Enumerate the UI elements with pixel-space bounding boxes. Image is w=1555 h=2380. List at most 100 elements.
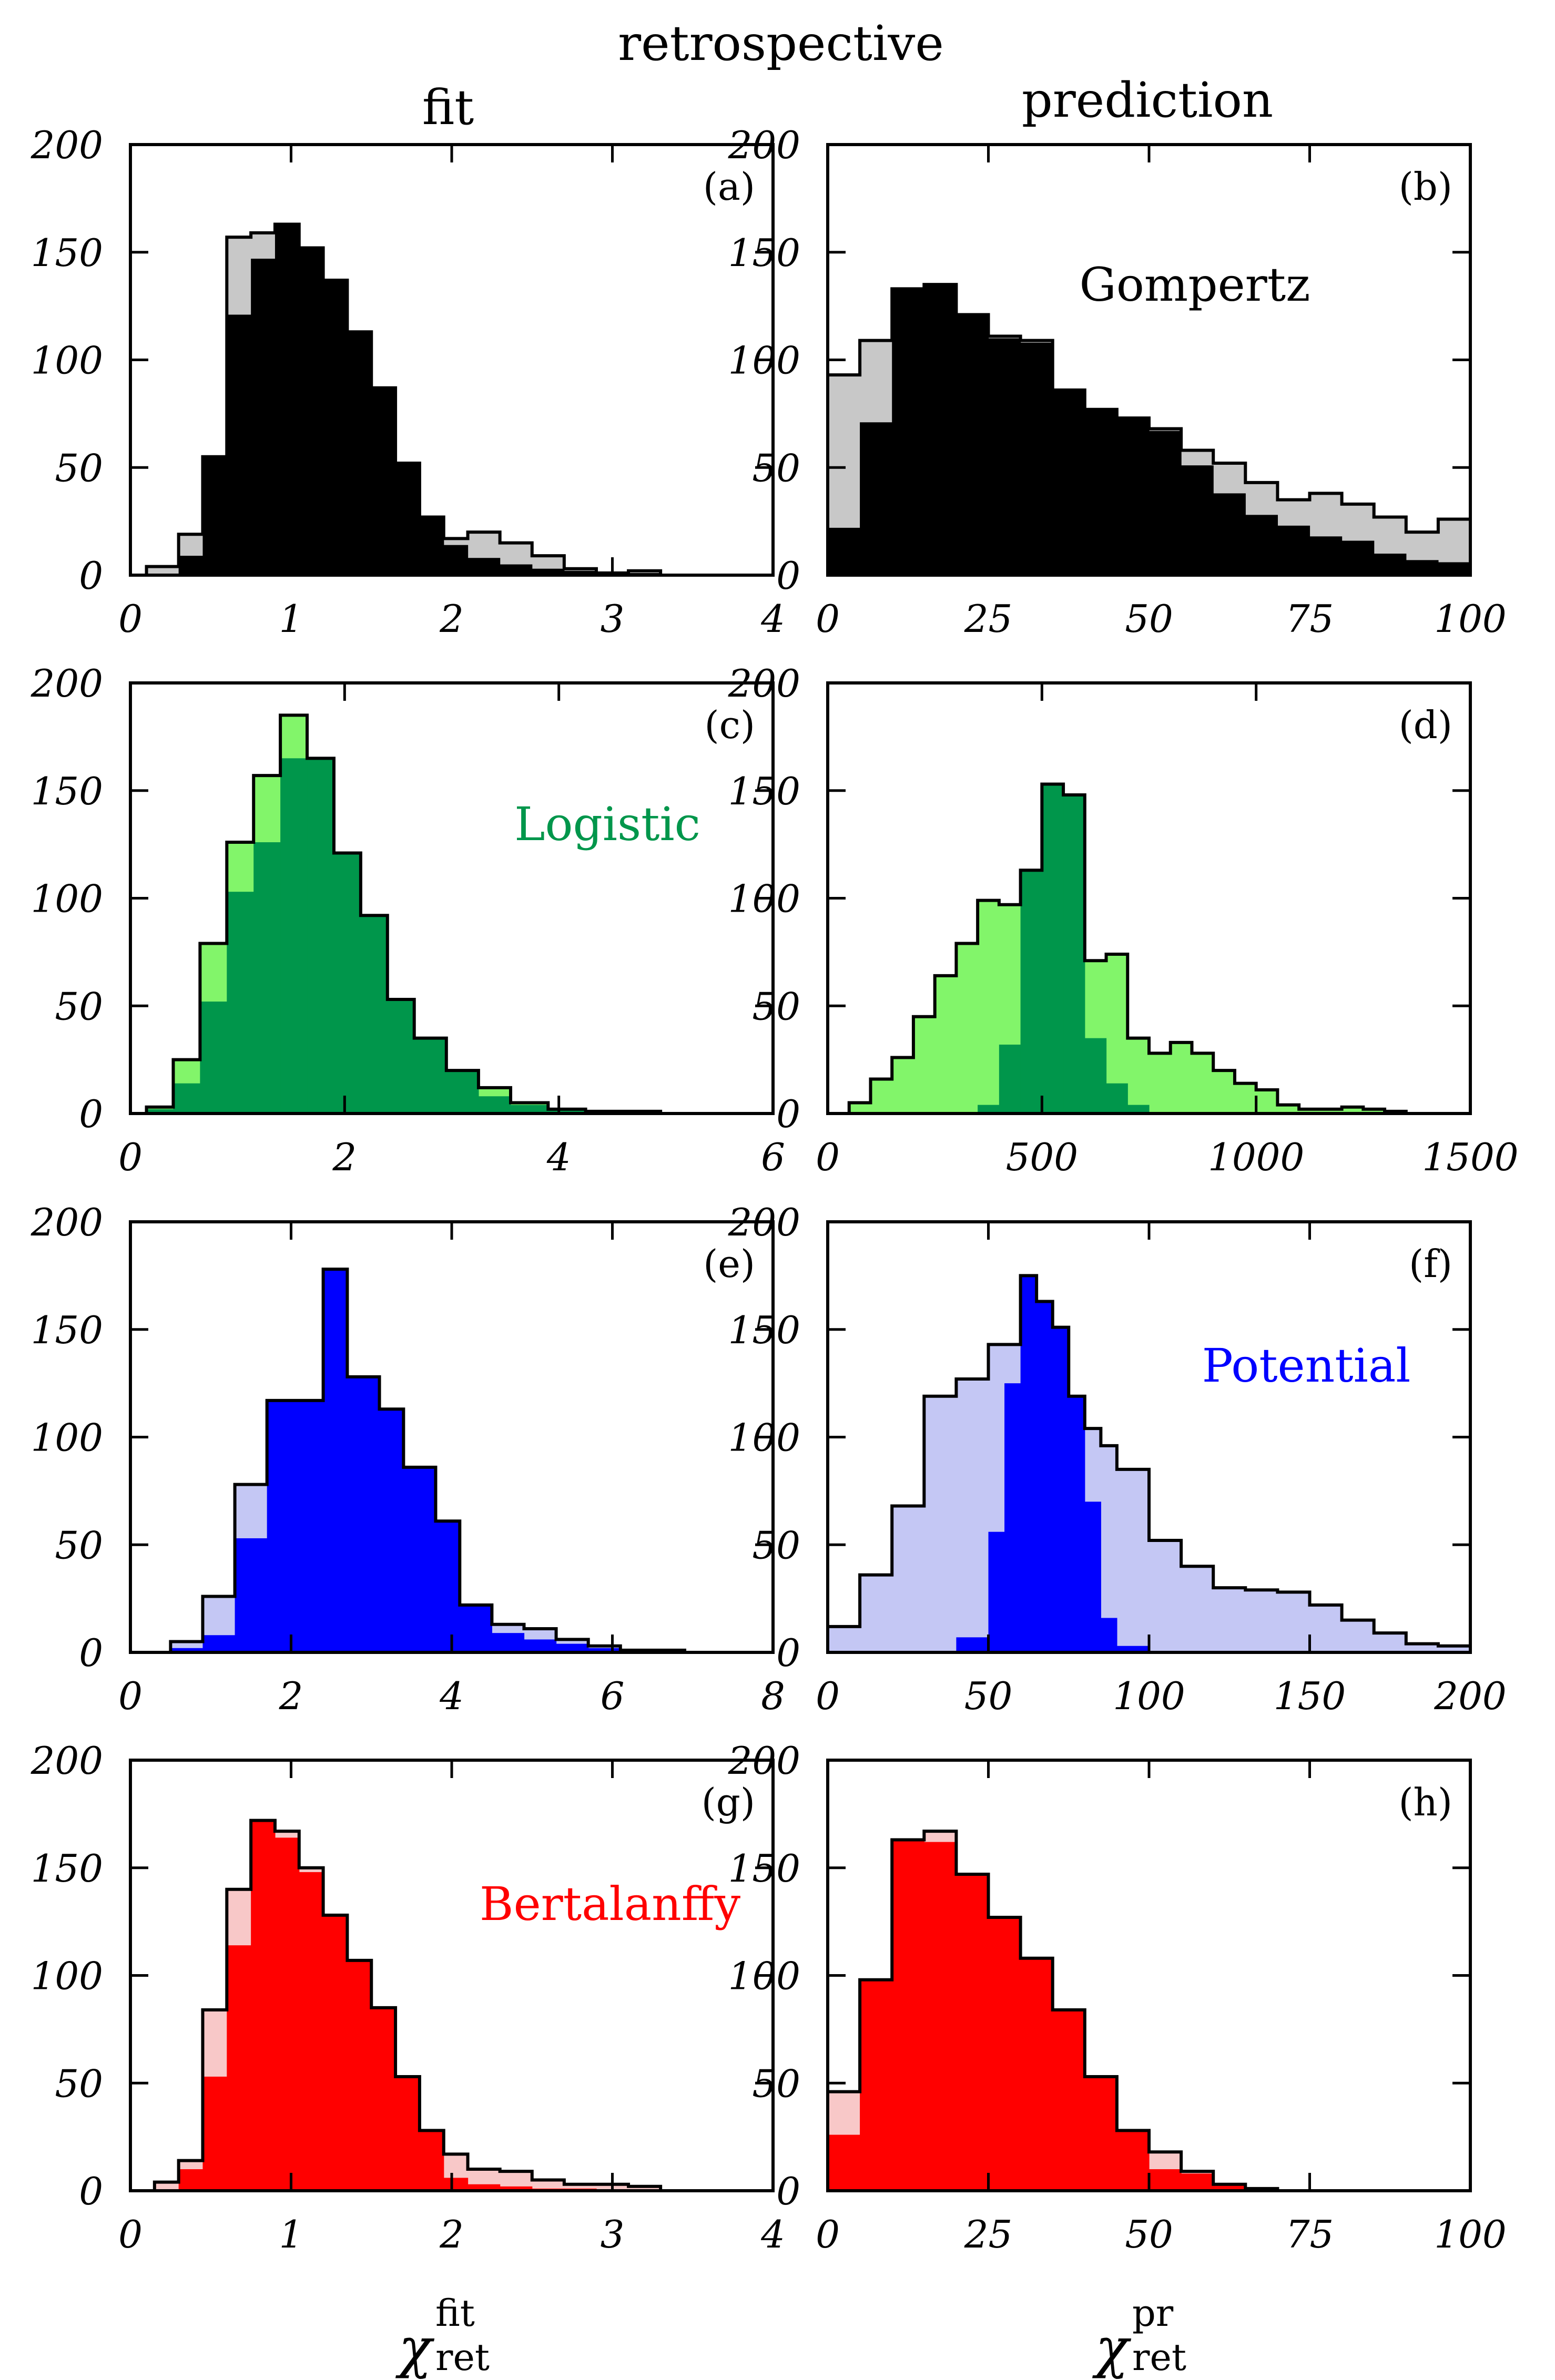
panel-h-ytick-label: 50: [752, 2061, 800, 2106]
panel-h-main-bar: [1213, 2184, 1246, 2191]
model-label-gompertz: Gompertz: [1080, 258, 1310, 312]
panel-f-shadow-bar: [1341, 1620, 1375, 1653]
panel-c-main-bar: [548, 1109, 586, 1114]
panel-b-main-bar: [988, 338, 1021, 575]
panel-c-main-bar: [414, 1038, 447, 1114]
panel-a-main-bar: [564, 570, 597, 575]
panel-h-xtick-label: 100: [1434, 2212, 1506, 2256]
panel-c-main-bar: [200, 1002, 227, 1114]
panel-f-outline-step: [826, 1274, 1472, 1652]
panel-h: 0 25 50 75 100 0 50 100 150 200 (h): [728, 1739, 1507, 2256]
panel-c-main-bar: [360, 915, 388, 1114]
panel-b-ytick-label: 200: [728, 123, 800, 167]
panel-a-main-bar: [299, 248, 324, 575]
panel-b-main-bar: [956, 314, 989, 576]
panel-d-main-bar: [1020, 870, 1042, 1114]
panel-g-xtick-label: 3: [601, 2212, 625, 2256]
panel-d-ytick-label: 200: [728, 661, 800, 706]
panel-a-main-bar: [275, 224, 300, 575]
panel-g-main-bar: [443, 2178, 469, 2191]
panel-h-main-bar: [1020, 1958, 1053, 2191]
panel-h-main-bar: [892, 1840, 924, 2191]
panel-a-main-bar: [419, 517, 444, 576]
panel-b-main-bar: [1341, 540, 1375, 575]
x-axis-label-prediction: χ pr ret: [1092, 2292, 1186, 2380]
panel-e-ytick-label: 150: [31, 1308, 103, 1352]
panel-b-xtick-label: 75: [1286, 597, 1334, 641]
panel-d-main-bar: [1042, 784, 1064, 1114]
panel-a-main-bar: [443, 545, 469, 575]
panel-h-main-bar: [1116, 2130, 1150, 2191]
x-label-fit-symbol: χ: [395, 2316, 435, 2380]
panel-f-xtick-label: 100: [1113, 1674, 1185, 1718]
panel-d-main-bar: [978, 1105, 1000, 1114]
panel-f-shadow-bar: [828, 1626, 860, 1652]
x-label-fit-superscript: fit: [435, 2292, 475, 2335]
panel-h-xtick-label: 50: [1125, 2212, 1173, 2256]
x-axis-label-fit: χ fit ret: [395, 2292, 490, 2380]
panel-d-shadow-bar: [1320, 1109, 1343, 1114]
panel-e-xtick-label: 2: [279, 1674, 303, 1718]
panel-g-main-bar: [275, 1837, 300, 2191]
panel-d-shadow-bar: [1363, 1109, 1385, 1114]
panel-f-shadow-bar: [924, 1396, 957, 1652]
panel-c-letter: (c): [704, 703, 755, 747]
panel-f-main-bar: [1052, 1327, 1069, 1652]
panel-b-main-bar: [1052, 390, 1085, 575]
column-title-prediction: prediction: [1022, 72, 1273, 128]
panel-b-main-bar: [1149, 431, 1182, 576]
panel-d-shadow-bar: [1213, 1070, 1235, 1114]
panel-a-main-bar: [532, 568, 565, 575]
column-title-fit: fit: [422, 79, 474, 136]
panel-e-main-bar: [435, 1521, 460, 1653]
panel-f: 0 50 100 150 200 0 50 100 150 200 (f): [728, 1200, 1507, 1718]
panel-g-xtick-label: 1: [279, 2212, 303, 2256]
panel-h-main-bar: [1084, 2076, 1117, 2191]
panel-e-main-bar: [556, 1643, 589, 1652]
panel-g-ytick-label: 50: [55, 2061, 103, 2106]
panel-g-main-bar: [323, 1915, 348, 2191]
panel-b-main-bar: [1406, 560, 1439, 575]
panel-b-outline-step: [826, 283, 1472, 575]
x-label-pred-superscript: pr: [1132, 2292, 1174, 2335]
model-label-logistic: Logistic: [514, 797, 700, 851]
panel-b-main-bar: [1213, 493, 1246, 575]
panel-b-main-bar: [1309, 536, 1343, 575]
panel-b-ytick-label: 150: [728, 231, 800, 275]
panel-a-main-bar: [178, 556, 204, 576]
panel-h-xtick-label: 75: [1286, 2212, 1334, 2256]
panel-d-shadow-bar: [1170, 1042, 1193, 1114]
panel-d: 0 500 1000 1500 0 50 100 150 200 (d): [728, 661, 1519, 1179]
panel-f-shadow-bar: [892, 1506, 924, 1652]
panel-g-main-bar: [202, 2076, 227, 2191]
panel-e-main-bar: [235, 1538, 268, 1652]
panel-f-main-bar: [1020, 1275, 1037, 1653]
panel-c: 0 2 4 6 0 50 100 150 200 (c): [31, 661, 785, 1179]
panel-f-shadow-bar: [1309, 1605, 1343, 1652]
panel-c-ytick-label: 50: [55, 984, 103, 1028]
panel-b-letter: (b): [1399, 165, 1452, 209]
panel-a-letter: (a): [703, 165, 755, 209]
panel-e-main-bar: [347, 1376, 380, 1652]
panel-e-main-bar: [299, 1400, 324, 1652]
panel-b-main-bar: [828, 527, 860, 575]
panel-e-main-bar: [492, 1633, 525, 1653]
panel-e-letter: (e): [703, 1242, 755, 1286]
panel-d-shadow-bar: [1192, 1053, 1214, 1114]
panel-h-xtick-label: 0: [816, 2212, 840, 2256]
panel-h-main-bar: [1181, 2173, 1214, 2191]
panel-a-shadow-bar: [146, 566, 179, 575]
panel-e-main-bar: [460, 1605, 492, 1652]
panel-b-xtick-label: 25: [964, 597, 1013, 641]
panel-d-ytick-label: 100: [728, 877, 800, 921]
panel-g-shadow-bar: [628, 2186, 661, 2191]
panel-d-xtick-label: 500: [1006, 1135, 1078, 1179]
panel-g-xtick-label: 0: [118, 2212, 143, 2256]
panel-a-xtick-label: 2: [439, 597, 464, 641]
panel-a-xtick-label: 0: [118, 597, 143, 641]
panel-f-xtick-label: 150: [1274, 1674, 1346, 1718]
panel-g-main-bar: [395, 2076, 420, 2191]
panel-g-main-bar: [467, 2184, 501, 2191]
panel-f-main-bar: [1116, 1646, 1150, 1652]
panel-d-main-bar: [999, 1044, 1021, 1114]
